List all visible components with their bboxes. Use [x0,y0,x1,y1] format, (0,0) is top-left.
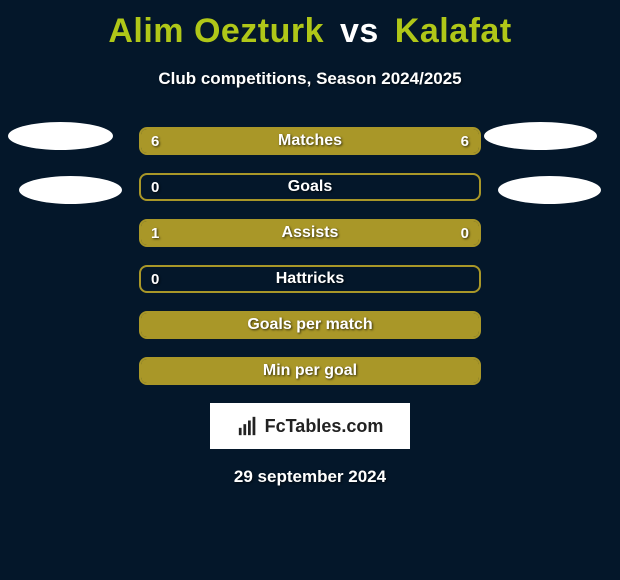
decorative-ellipse [19,176,122,204]
logo-text: FcTables.com [265,416,384,437]
chart-icon [237,415,259,437]
stat-label: Assists [141,221,479,245]
stat-label: Matches [141,129,479,153]
decorative-ellipse [8,122,113,150]
player1-name: Alim Oezturk [108,12,324,50]
logo-box: FcTables.com [210,403,410,449]
player2-name: Kalafat [395,12,512,50]
date-text: 29 september 2024 [0,467,620,487]
stat-label: Goals [141,175,479,199]
stat-label: Hattricks [141,267,479,291]
stat-row: 0Hattricks [139,265,481,293]
stat-row: 10Assists [139,219,481,247]
stat-bars-container: 66Matches 0Goals 10Assists 0Hattricks Goals … [139,127,481,385]
decorative-ellipse [498,176,601,204]
stat-row: 66Matches [139,127,481,155]
stat-label: Goals per match [141,313,479,337]
stat-label: Min per goal [141,359,479,383]
stat-row: Goals per match [139,311,481,339]
stat-row: Min per goal [139,357,481,385]
subtitle: Club competitions, Season 2024/2025 [0,69,620,89]
comparison-title: Alim Oezturk vs Kalafat [0,0,620,51]
stat-row: 0Goals [139,173,481,201]
vs-text: vs [340,12,379,50]
decorative-ellipse [484,122,597,150]
